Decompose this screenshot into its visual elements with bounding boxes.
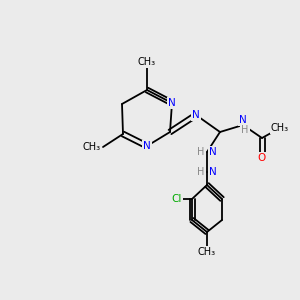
Text: N: N <box>209 167 217 177</box>
Text: CH₃: CH₃ <box>271 123 289 133</box>
Text: H: H <box>241 125 249 135</box>
Text: O: O <box>258 153 266 163</box>
Text: CH₃: CH₃ <box>198 247 216 257</box>
Text: N: N <box>209 147 217 157</box>
Text: CH₃: CH₃ <box>83 142 101 152</box>
Text: H: H <box>196 167 204 177</box>
Text: CH₃: CH₃ <box>138 57 156 67</box>
Text: N: N <box>143 141 151 151</box>
Text: N: N <box>168 98 176 108</box>
Text: H: H <box>196 147 204 157</box>
Text: N: N <box>192 110 200 120</box>
Text: Cl: Cl <box>172 194 182 204</box>
Text: N: N <box>239 115 247 125</box>
